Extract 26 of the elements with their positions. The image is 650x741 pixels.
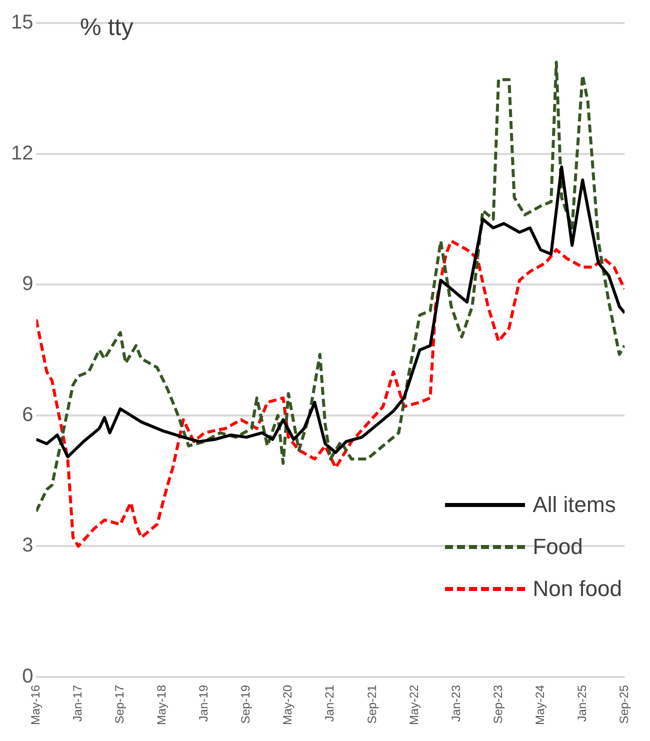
y-tick-label: 0 [22, 666, 34, 688]
x-tick-label: Sep-19 [238, 684, 253, 724]
x-tick-label: Jan-21 [322, 684, 337, 722]
legend-label: All items [532, 492, 616, 518]
x-tick-label: Jan-17 [70, 684, 85, 722]
x-tick-label: Jan-25 [574, 684, 589, 722]
y-axis-title: % tty [80, 14, 134, 42]
legend-label: Non food [532, 576, 622, 602]
line-series [36, 60, 625, 513]
x-tick-label: May-22 [406, 684, 421, 725]
x-tick-label: Sep-21 [364, 684, 379, 724]
x-tick-label: May-16 [28, 684, 43, 725]
legend-label: Food [532, 534, 583, 560]
y-tick-label: 12 [10, 142, 34, 164]
x-tick-label: Sep-25 [616, 684, 631, 724]
x-tick-label: Jan-19 [196, 684, 211, 722]
x-tick-label: Jan-23 [448, 684, 463, 722]
y-tick-label: 9 [22, 273, 34, 296]
y-tick-label: 3 [22, 534, 34, 557]
x-tick-label: Sep-23 [490, 684, 505, 724]
x-tick-label: May-24 [532, 684, 547, 725]
x-tick-label: May-18 [154, 684, 169, 725]
y-tick-label: 15 [10, 12, 34, 34]
x-tick-label: May-20 [280, 684, 295, 725]
y-tick-label: 6 [22, 404, 34, 426]
x-tick-label: Sep-17 [112, 684, 127, 724]
